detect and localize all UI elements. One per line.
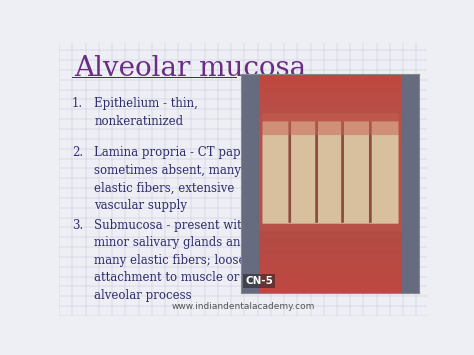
Text: Alveolar mucosa: Alveolar mucosa <box>74 55 306 82</box>
Text: 3.: 3. <box>72 219 83 232</box>
Text: Epithelium - thin,
nonkeratinized: Epithelium - thin, nonkeratinized <box>94 97 198 128</box>
Text: Submucosa - present with
minor salivary glands and
many elastic fibers; loose
at: Submucosa - present with minor salivary … <box>94 219 249 302</box>
Text: 2.: 2. <box>72 147 83 159</box>
Text: Lamina propria - CT papilla
sometimes absent, many
elastic fibers, extensive
vas: Lamina propria - CT papilla sometimes ab… <box>94 147 259 212</box>
Text: www.indiandentalacademy.com: www.indiandentalacademy.com <box>171 302 315 311</box>
Text: 1.: 1. <box>72 97 83 110</box>
